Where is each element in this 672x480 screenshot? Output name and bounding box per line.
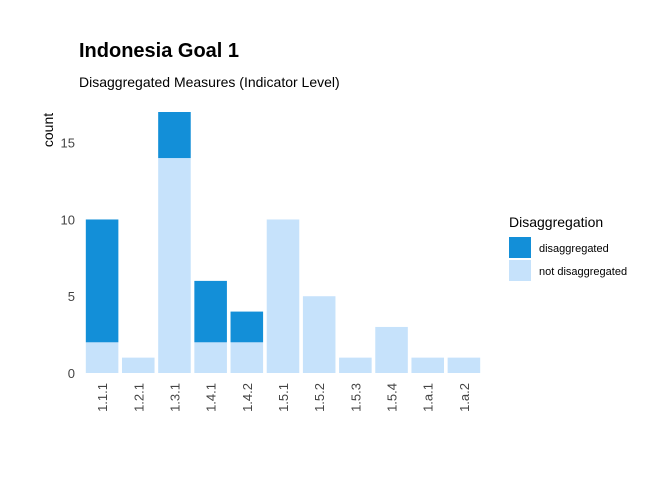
legend-swatch-not-disaggregated — [509, 260, 531, 281]
bar-not-disaggregated-1-4-1 — [194, 342, 227, 373]
x-tick-label: 1.2.1 — [131, 383, 146, 412]
bar-not-disaggregated-1-4-2 — [230, 342, 264, 373]
bar-not-disaggregated-1-5-1 — [266, 219, 300, 373]
x-tick-label: 1.5.1 — [276, 383, 291, 412]
bar-not-disaggregated-1-a-1 — [411, 357, 445, 373]
legend-swatch-disaggregated — [509, 237, 531, 258]
legend-label-not-disaggregated: not disaggregated — [539, 266, 627, 278]
x-tick-label: 1.a.2 — [457, 383, 472, 412]
bar-not-disaggregated-1-a-2 — [447, 357, 481, 373]
x-tick-label: 1.5.2 — [312, 383, 327, 412]
bar-not-disaggregated-1-3-1 — [158, 158, 191, 373]
y-tick-label: 10 — [61, 212, 75, 227]
chart-title: Indonesia Goal 1 — [79, 40, 239, 62]
legend: Disaggregation disaggregated not disaggre… — [509, 214, 627, 281]
bar-not-disaggregated-1-5-4 — [375, 326, 408, 373]
legend-label-disaggregated: disaggregated — [539, 243, 609, 255]
legend-title: Disaggregation — [509, 214, 603, 230]
x-tick-label: 1.5.3 — [348, 383, 363, 412]
bar-disaggregated-1-1-1 — [85, 219, 119, 343]
bar-not-disaggregated-1-2-1 — [121, 357, 155, 373]
bar-disaggregated-1-4-2 — [230, 311, 264, 343]
bar-not-disaggregated-1-5-3 — [339, 357, 372, 373]
y-tick-label: 15 — [61, 136, 75, 151]
x-tick-label: 1.4.2 — [240, 383, 255, 412]
bar-disaggregated-1-3-1 — [158, 112, 191, 159]
y-tick-label: 5 — [68, 289, 75, 304]
bar-not-disaggregated-1-5-2 — [302, 296, 336, 373]
y-axis-label: count — [40, 113, 56, 147]
bar-disaggregated-1-4-1 — [194, 280, 227, 343]
legend-items: disaggregated not disaggregated — [509, 237, 627, 281]
x-tick-label: 1.4.1 — [204, 383, 219, 412]
x-tick-label: 1.5.4 — [385, 383, 400, 412]
y-axis: 0 5 10 15 — [61, 136, 75, 381]
x-tick-label: 1.1.1 — [95, 383, 110, 412]
chart-subtitle: Disaggregated Measures (Indicator Level) — [79, 74, 340, 90]
bar-not-disaggregated-1-1-1 — [85, 342, 119, 373]
x-tick-label: 1.a.1 — [421, 383, 436, 412]
x-axis: 1.1.1 1.2.1 1.3.1 1.4.1 1.4.2 1.5.1 1.5.2 1.5.3… — [95, 383, 472, 412]
x-tick-label: 1.3.1 — [167, 383, 182, 412]
bars — [85, 112, 481, 373]
y-tick-label: 0 — [68, 366, 75, 381]
